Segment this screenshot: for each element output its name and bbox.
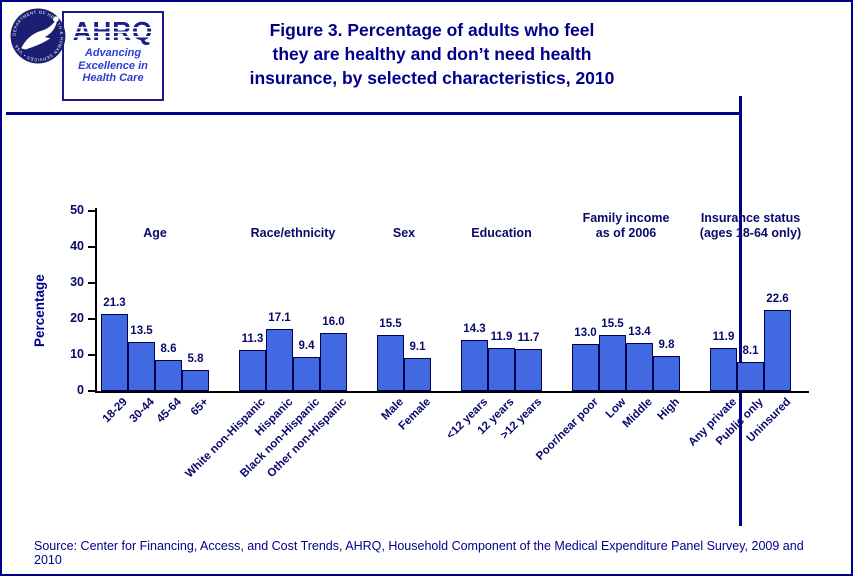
ahrq-logo-acronym: AHRQ [64,17,162,45]
y-tick-mark [88,318,95,320]
y-tick-label: 0 [77,383,84,397]
group-label-sex: Sex [319,226,489,241]
bar-poor-near-poor [572,344,599,391]
bar-12-years [461,339,488,391]
bar-value-18-29: 21.3 [103,297,126,310]
bar-value-black-non-hispanic: 9.4 [298,340,315,353]
y-tick-mark [88,390,95,392]
y-tick-label: 50 [70,203,84,217]
side-rule [739,96,742,526]
group-label-insurance-status-ages-18-64-only: Insurance status (ages 18-64 only) [666,211,836,241]
bar-value-female: 9.1 [409,341,426,354]
group-label-family-income-as-of-2006: Family income as of 2006 [541,211,711,241]
eagle-icon [21,18,58,50]
bar-any-private [710,348,737,391]
bar-value-30-44: 13.5 [130,325,153,338]
bar-value-low: 15.5 [601,318,624,331]
bar-12-years [488,348,515,391]
ahrq-tagline-line: Advancing [84,47,142,59]
header-rule [6,112,741,115]
y-tick-mark [88,210,95,212]
hhs-seal-graphic: DEPARTMENT OF HEALTH & HUMAN SERVICES • … [10,8,66,64]
bar-low [599,335,626,391]
bar-public-only [737,361,764,391]
bar-value-public-only: 8.1 [742,344,759,357]
source-text: Source: Center for Financing, Access, an… [34,539,804,567]
figure-title-line: insurance, by selected characteristics, … [249,68,615,88]
ahrq-tagline-line: Excellence in [78,59,148,72]
x-label-45-64: 45-64 [154,396,184,426]
group-label-education: Education [417,226,587,241]
bar-value-45-64: 8.6 [160,343,177,356]
y-tick-mark [88,246,95,248]
bar-65 [182,370,209,391]
y-tick-label: 40 [70,239,84,253]
bar-male [377,335,404,391]
y-tick-label: 20 [70,311,84,325]
bar-black-non-hispanic [293,357,320,391]
bar-30-44 [128,342,155,391]
group-label-line: Education [471,226,532,240]
bar-value-male: 15.5 [379,318,402,331]
bar-12-years [515,348,542,391]
bar-value-65: 5.8 [187,353,204,366]
bar-other-non-hispanic [320,333,347,391]
group-label-line: Insurance status [700,211,801,225]
group-label-line: (ages 18-64 only) [699,226,802,240]
bar-uninsured [764,309,791,391]
bar-18-29 [101,314,128,391]
y-tick-mark [88,282,95,284]
group-label-line: Age [143,226,167,240]
bar-value-any-private: 11.9 [712,331,735,344]
y-tick-label: 10 [70,347,84,361]
hhs-logo: DEPARTMENT OF HEALTH & HUMAN SERVICES • … [10,8,66,64]
x-label-18-29: 18-29 [100,396,130,426]
bar-high [653,355,680,391]
x-label-30-44: 30-44 [127,396,157,426]
figure-title-line: Figure 3. Percentage of adults who feel [269,20,595,40]
figure-title: Figure 3. Percentage of adults who feel … [172,18,692,90]
bar-white-non-hispanic [239,350,266,391]
group-label-line: Race/ethnicity [250,226,336,240]
group-label-race-ethnicity: Race/ethnicity [208,226,378,241]
figure-title-line: they are healthy and don’t need health [272,44,592,64]
y-axis-line [95,208,97,392]
bar-hispanic [266,329,293,391]
bar-value-middle: 13.4 [628,325,651,338]
ahrq-logo: AHRQ Advancing Excellence in Health Care [62,11,164,101]
bar-value-uninsured: 22.6 [766,292,789,305]
bar-45-64 [155,360,182,391]
x-axis-line [95,391,809,393]
y-tick-label: 30 [70,275,84,289]
bar-value-poor-near-poor: 13.0 [574,327,597,340]
group-label-line: as of 2006 [595,226,657,240]
group-label-line: Family income [582,211,670,225]
bar-value-hispanic: 17.1 [268,312,291,325]
ahrq-tagline-line: Health Care [82,72,144,84]
bar-middle [626,342,653,391]
y-tick-mark [88,354,95,356]
x-label-poor-near-poor: Poor/near poor [534,396,601,463]
bar-female [404,358,431,391]
group-label-age: Age [70,226,240,241]
bar-value-12-years: 14.3 [463,322,486,335]
bar-value-12-years: 11.9 [490,331,513,344]
x-label-high: High [655,396,682,423]
bar-value-12-years: 11.7 [517,331,540,344]
bar-value-high: 9.8 [658,338,675,351]
bar-value-white-non-hispanic: 11.3 [241,333,264,346]
group-label-line: Sex [392,226,416,240]
y-axis-title: Percentage [32,274,47,347]
bar-value-other-non-hispanic: 16.0 [322,316,345,329]
ahrq-logo-tagline: Advancing Excellence in Health Care [64,47,162,85]
x-label-65: 65+ [188,396,211,419]
